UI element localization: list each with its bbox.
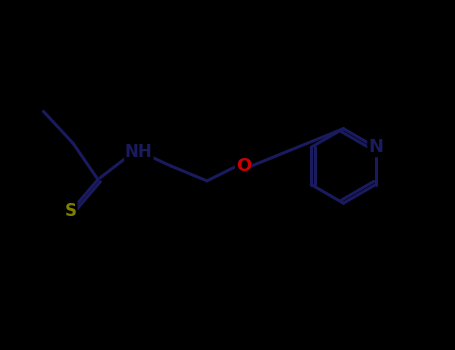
Text: O: O <box>236 157 251 175</box>
Text: N: N <box>368 138 383 156</box>
Text: NH: NH <box>125 143 153 161</box>
Text: S: S <box>65 202 77 220</box>
